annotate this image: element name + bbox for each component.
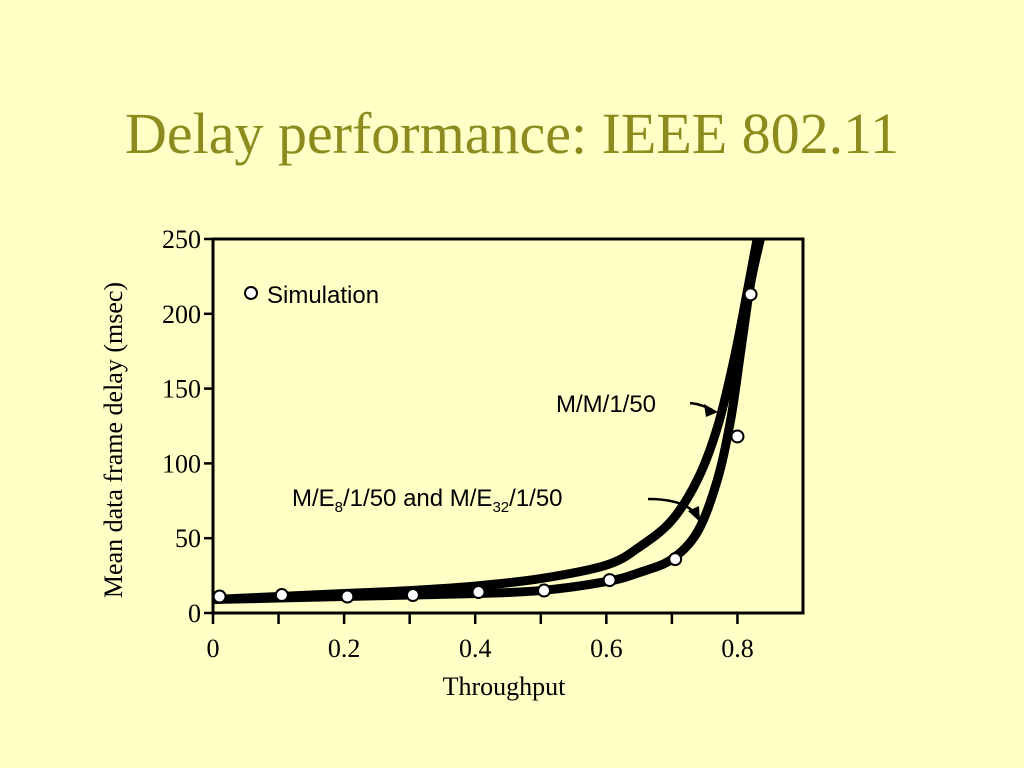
simulation-point [602, 573, 617, 588]
simulation-point [405, 588, 420, 603]
plot-frame [211, 237, 805, 615]
simulation-point [471, 585, 486, 600]
y-tick-label: 50 [175, 524, 201, 553]
x-tick-label: 0.2 [328, 634, 361, 663]
points-layer [212, 287, 758, 604]
y-tick-label: 200 [162, 300, 201, 329]
slide-title: Delay performance: IEEE 802.11 [124, 101, 900, 166]
annotation-me-mid: /1/50 and M/E [343, 485, 492, 512]
annotation-me-arrowhead [688, 506, 700, 522]
y-tick-label: 0 [188, 599, 201, 628]
simulation-point [340, 589, 355, 604]
annotation-me-sub8: 8 [335, 499, 343, 516]
simulation-point [668, 552, 683, 567]
series-line-2 [213, 239, 765, 605]
annotation-me: M/E8/1/50 and M/E32/1/50 [292, 485, 563, 516]
annotation-mm150-arrowhead [704, 404, 718, 417]
annotation-mm150: M/M/1/50 [556, 391, 656, 418]
ticks-layer: 0 50 100 150 200 250 0 0.2 0.4 0.6 0.8 [162, 225, 754, 663]
y-tick-label: 100 [162, 449, 201, 478]
y-axis-title: Mean data frame delay (msec) [99, 282, 128, 598]
simulation-point [274, 588, 289, 603]
x-tick-label: 0.6 [590, 634, 623, 663]
y-tick-label: 150 [162, 375, 201, 404]
simulation-point [743, 287, 758, 302]
x-tick-label: 0.8 [721, 634, 754, 663]
annotation-me-sub32: 32 [492, 499, 509, 516]
annotation-me-prefix: M/E [292, 485, 335, 512]
simulation-point [730, 429, 745, 444]
x-axis-title: Throughput [443, 672, 567, 701]
simulation-point [537, 583, 552, 598]
annotation-me-suffix: /1/50 [509, 485, 562, 512]
y-tick-label: 250 [162, 225, 201, 254]
x-tick-label: 0.4 [459, 634, 492, 663]
simulation-point [212, 589, 227, 604]
legend-label-simulation: Simulation [267, 282, 379, 309]
legend-marker-simulation [244, 286, 258, 300]
x-tick-label: 0 [207, 634, 220, 663]
